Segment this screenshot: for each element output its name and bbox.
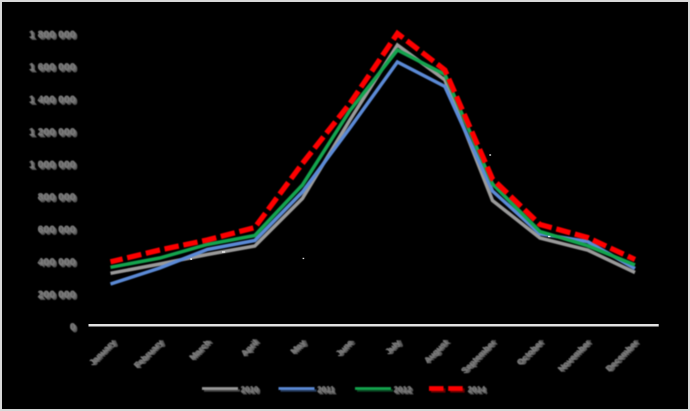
svg-text:200 000: 200 000	[38, 289, 76, 301]
svg-text:2010: 2010	[241, 385, 259, 394]
svg-text:October: October	[514, 337, 545, 368]
svg-text:1 800 000: 1 800 000	[29, 29, 76, 41]
svg-text:800 000: 800 000	[38, 191, 76, 203]
svg-text:400 000: 400 000	[38, 256, 76, 268]
svg-text:April: April	[238, 337, 259, 358]
svg-text:0: 0	[70, 321, 76, 333]
svg-text:2011: 2011	[317, 385, 335, 394]
svg-text:December: December	[603, 337, 640, 374]
svg-text:March: March	[187, 337, 212, 362]
svg-text:February: February	[131, 337, 164, 370]
svg-text:January: January	[87, 337, 117, 367]
svg-text:2012: 2012	[394, 385, 412, 394]
svg-text:2014: 2014	[468, 385, 486, 394]
svg-text:September: September	[459, 337, 498, 376]
svg-text:August: August	[422, 337, 450, 365]
svg-text:1 600 000: 1 600 000	[29, 61, 76, 73]
svg-text:July: July	[383, 337, 402, 356]
svg-text:600 000: 600 000	[38, 224, 76, 236]
svg-text:1 400 000: 1 400 000	[29, 94, 76, 106]
svg-text:June: June	[333, 337, 354, 358]
svg-text:1 200 000: 1 200 000	[29, 126, 76, 138]
svg-text:May: May	[288, 337, 307, 356]
svg-text:1 000 000: 1 000 000	[29, 159, 76, 171]
svg-text:November: November	[555, 337, 592, 374]
